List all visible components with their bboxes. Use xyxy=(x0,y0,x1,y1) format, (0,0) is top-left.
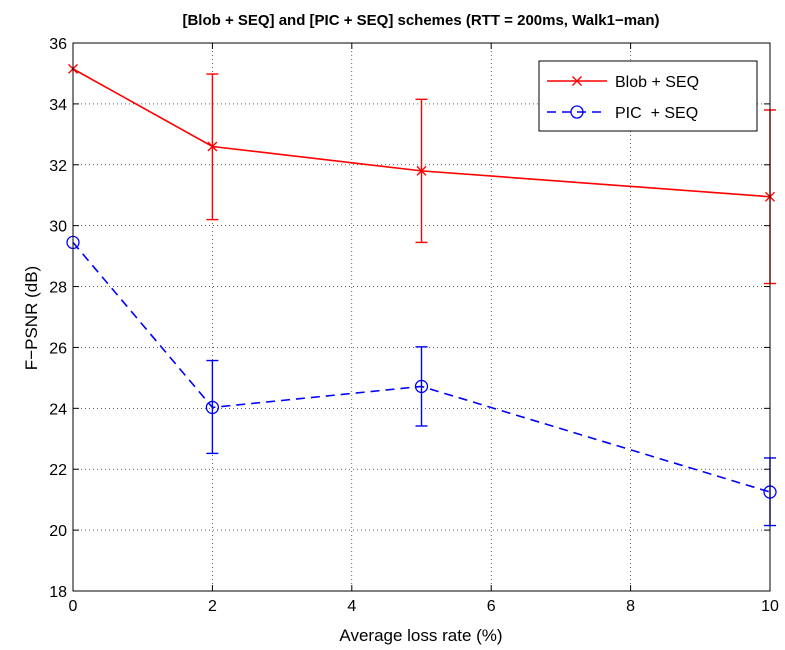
y-tick-label-26: 26 xyxy=(49,340,67,357)
x-tick-label-4: 4 xyxy=(347,598,356,615)
legend: Blob + SEQ PIC + SEQ xyxy=(538,60,758,132)
x-tick-label-8: 8 xyxy=(626,598,635,615)
y-tick-label-30: 30 xyxy=(49,219,67,236)
series-2-point-3 xyxy=(414,379,429,394)
series-2-point-2 xyxy=(205,400,220,415)
y-axis-label: F−PSNR (dB) xyxy=(22,266,41,370)
series-2 xyxy=(66,235,777,527)
x-tick-label-2: 2 xyxy=(208,598,217,615)
series-2-error-bar-2 xyxy=(206,359,219,455)
series-1-line xyxy=(72,68,771,198)
legend-marker-2 xyxy=(570,105,584,119)
y-tick-label-32: 32 xyxy=(49,158,67,175)
x-tick-label-0: 0 xyxy=(69,598,78,615)
y-tick-label-24: 24 xyxy=(49,401,67,418)
legend-marker-1 xyxy=(572,76,582,86)
series-2-line xyxy=(72,241,771,493)
series-1-point-2 xyxy=(207,141,218,152)
y-tick-label-18: 18 xyxy=(49,584,67,601)
y-tick-label-36: 36 xyxy=(49,36,67,53)
y-tick-label-28: 28 xyxy=(49,280,67,297)
y-tick-label-22: 22 xyxy=(49,462,67,479)
x-tick-label-10: 10 xyxy=(761,598,779,615)
series-2-error-bar-3 xyxy=(415,346,428,427)
y-tick-label-34: 34 xyxy=(49,97,67,114)
chart-title: [Blob + SEQ] and [PIC + SEQ] schemes (RT… xyxy=(182,12,659,29)
series-layer xyxy=(66,63,777,527)
series-1-point-3 xyxy=(416,165,427,176)
grid-lines xyxy=(73,43,770,591)
x-axis-label: Average loss rate (%) xyxy=(339,626,502,645)
y-tick-label-20: 20 xyxy=(49,523,67,540)
plot-area-frame xyxy=(72,42,771,592)
x-tick-label-6: 6 xyxy=(487,598,496,615)
legend-box xyxy=(538,60,758,132)
legend-label-1: Blob + SEQ xyxy=(615,74,699,91)
legend-label-2: PIC + SEQ xyxy=(615,105,698,122)
